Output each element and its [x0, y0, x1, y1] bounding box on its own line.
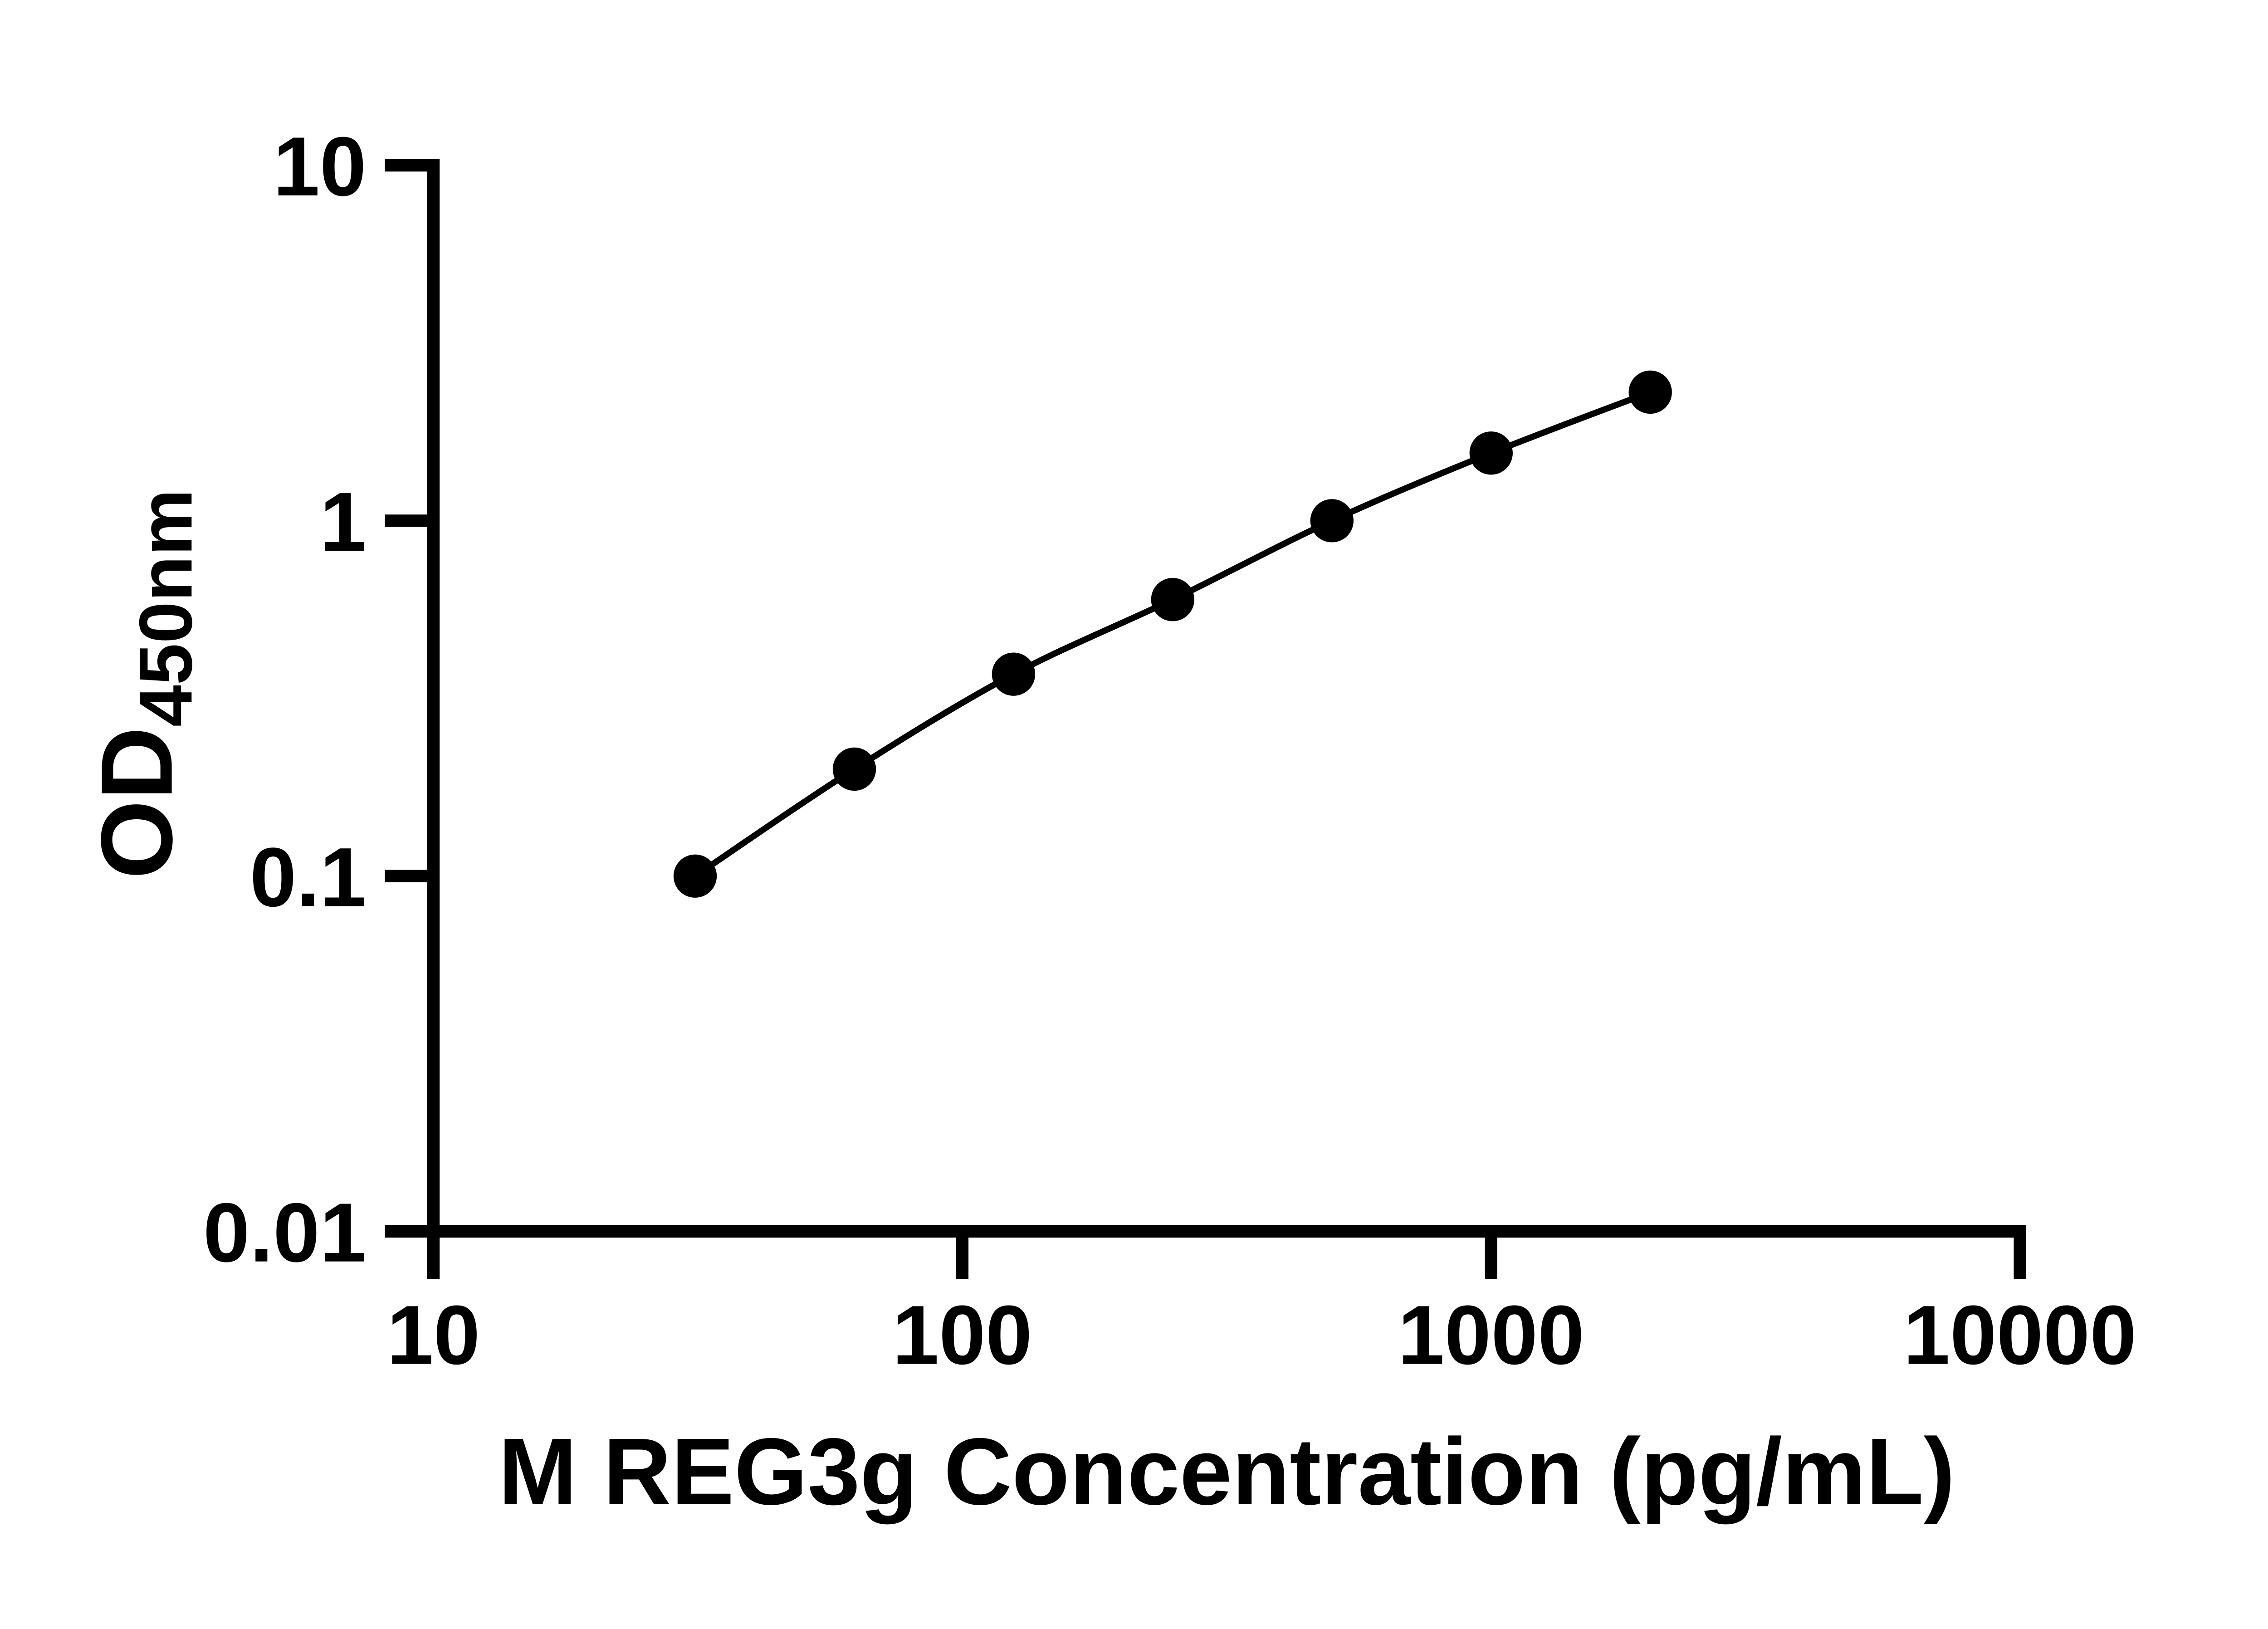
x-tick-label-10: 10: [387, 1289, 480, 1382]
x-tick-label-100: 100: [892, 1289, 1032, 1382]
data-point-125pgml: [992, 652, 1036, 696]
figure-background: [0, 22, 2268, 1607]
y-tick-label-1: 1: [320, 475, 367, 569]
x-tick-label-10000: 10000: [1903, 1289, 2136, 1382]
data-point-31.25pgml: [673, 854, 717, 898]
data-point-500pgml: [1310, 499, 1354, 543]
data-point-62.5pgml: [832, 747, 876, 791]
x-axis-title: M REG3g Concentration (pg/mL): [499, 1419, 1955, 1525]
y-tick-label-10: 10: [273, 120, 367, 214]
y-tick-label-0.01: 0.01: [203, 1186, 367, 1280]
data-point-250pgml: [1151, 577, 1195, 621]
y-tick-label-0.1: 0.1: [250, 831, 367, 924]
y-axis-title-subscript: 450nm: [124, 489, 208, 727]
y-axis-title: OD450nm: [80, 489, 208, 879]
x-tick-label-1000: 1000: [1398, 1289, 1584, 1382]
data-point-2000pgml: [1628, 370, 1672, 414]
y-axis-title-main: OD: [80, 727, 194, 879]
data-point-1000pgml: [1469, 431, 1513, 475]
